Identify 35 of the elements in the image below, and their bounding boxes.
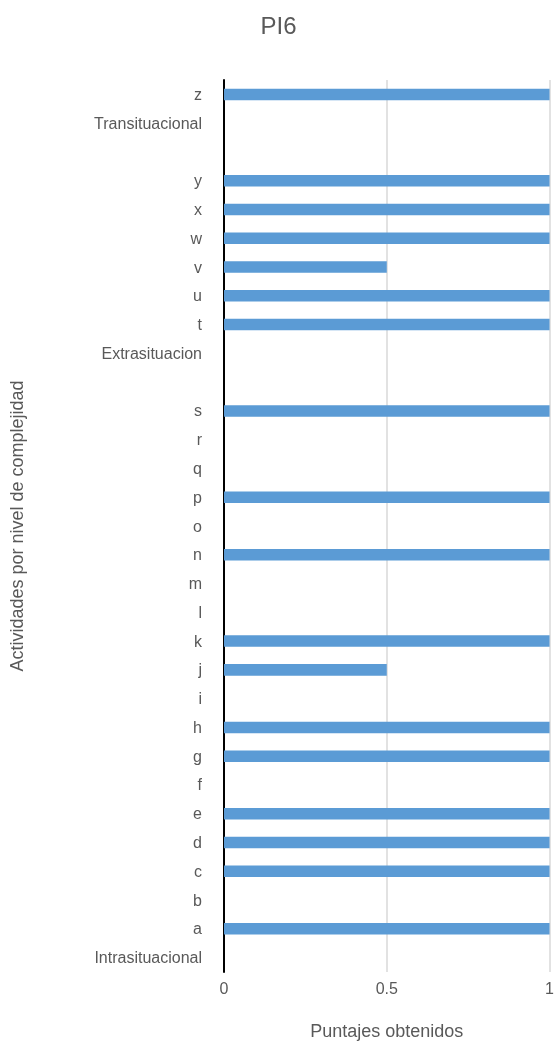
y-tick-label: n (193, 546, 202, 564)
y-tick-label: h (193, 718, 202, 736)
y-tick-label: y (194, 172, 202, 190)
y-tick-label: d (193, 834, 202, 852)
y-tick-label: t (197, 316, 203, 334)
y-tick-label: w (189, 229, 203, 247)
y-tick-label: v (194, 258, 202, 276)
y-tick-label: z (194, 85, 202, 103)
y-tick-label: m (188, 575, 202, 593)
y-tick-label: Transituacional (94, 114, 202, 132)
y-tick-label: i (198, 690, 202, 708)
y-tick-label: j (197, 661, 202, 679)
y-tick-label: Extrasituacion (101, 344, 202, 362)
y-tick-label: a (193, 920, 203, 938)
y-tick-label: p (193, 488, 203, 506)
y-tick-label: k (194, 632, 203, 650)
y-tick-label: s (194, 402, 202, 420)
x-axis-title: Puntajes obtenidos (310, 1021, 464, 1041)
y-tick-label: e (193, 805, 203, 823)
chart-title: PI6 (260, 11, 297, 39)
x-tick-label: 0.5 (375, 979, 398, 997)
y-tick-label: o (193, 517, 203, 535)
y-tick-label: r (196, 431, 203, 449)
y-tick-label: u (193, 287, 202, 305)
y-tick-label: f (197, 776, 203, 794)
y-tick-label: c (194, 862, 202, 880)
y-tick-label: b (193, 891, 203, 909)
x-tick-label: 0 (219, 979, 229, 997)
y-tick-label: l (198, 603, 202, 621)
y-tick-label: q (193, 459, 202, 477)
y-tick-label: Intrasituacional (94, 949, 202, 967)
y-tick-label: x (194, 200, 202, 218)
y-axis-title: Actividades por nivel de complejidad (7, 380, 27, 672)
x-tick-label: 1 (545, 979, 555, 997)
y-tick-label: g (193, 747, 202, 765)
